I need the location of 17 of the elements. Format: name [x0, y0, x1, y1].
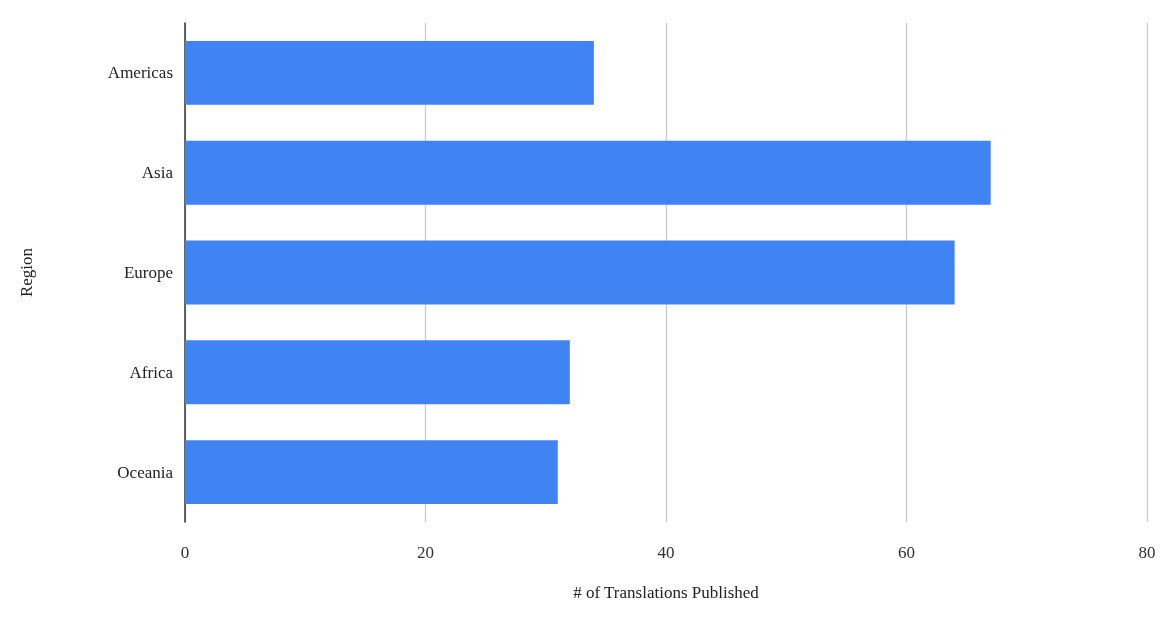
bar — [185, 40, 594, 105]
bar — [185, 140, 991, 205]
x-tick-label: 20 — [417, 543, 434, 562]
bar — [185, 340, 570, 405]
y-tick-label: Americas — [107, 63, 173, 83]
y-tick-label: Oceania — [117, 462, 174, 482]
x-axis-title: # of Translations Published — [573, 583, 760, 602]
x-tick-label: 0 — [180, 543, 190, 562]
bar — [185, 240, 955, 305]
bar — [185, 440, 558, 505]
x-tick-label: 40 — [657, 543, 675, 562]
y-axis-title: Region — [17, 247, 36, 298]
y-tick-label: Europe — [123, 263, 173, 282]
x-tick-label: 60 — [898, 543, 915, 562]
x-tick-label: 80 — [1138, 543, 1156, 562]
y-tick-label: Asia — [141, 163, 174, 183]
y-tick-label: Africa — [129, 362, 174, 382]
